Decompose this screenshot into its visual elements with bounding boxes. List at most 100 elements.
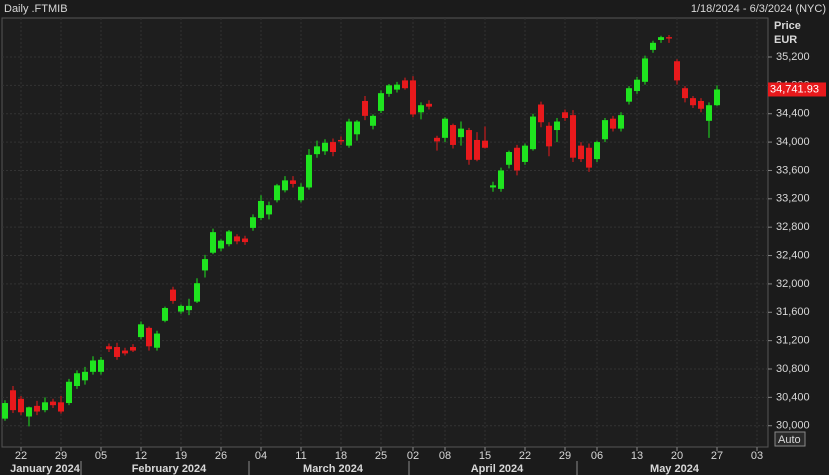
y-tick-label: 32,400 xyxy=(776,249,810,261)
month-label: January 2024 xyxy=(10,463,81,475)
x-tick-label: 22 xyxy=(15,450,27,462)
candle-body xyxy=(418,105,424,113)
candle-body xyxy=(698,100,704,109)
candle-body xyxy=(594,142,600,160)
candle-body xyxy=(138,324,144,338)
candle-body xyxy=(434,137,440,142)
candle-body xyxy=(458,128,464,138)
y-tick-label: 35,200 xyxy=(776,51,810,63)
candle-body xyxy=(602,120,608,140)
x-tick-label: 27 xyxy=(711,450,723,462)
candle-body xyxy=(178,305,184,312)
candle-body xyxy=(562,112,568,118)
candle-body xyxy=(690,98,696,106)
candle-body xyxy=(242,238,248,243)
x-tick-label: 12 xyxy=(135,450,147,462)
candle-body xyxy=(490,185,496,188)
candle-body xyxy=(410,80,416,115)
candle-body xyxy=(506,152,512,165)
x-tick-label: 22 xyxy=(519,450,531,462)
x-tick-label: 29 xyxy=(559,450,571,462)
x-tick-label: 03 xyxy=(751,450,763,462)
candle-body xyxy=(354,121,360,135)
y-tick-label: 32,000 xyxy=(776,278,810,290)
candle-body xyxy=(282,180,288,191)
candle-body xyxy=(210,232,216,253)
candle-body xyxy=(258,200,264,218)
candle-body xyxy=(218,240,224,249)
x-tick-label: 05 xyxy=(95,450,107,462)
candle-body xyxy=(546,125,552,147)
candle-body xyxy=(234,236,240,242)
candle-body xyxy=(274,185,280,201)
candle-body xyxy=(554,121,560,131)
chart-title: Daily .FTMIB xyxy=(4,3,68,15)
candle-body xyxy=(682,88,688,99)
auto-button[interactable] xyxy=(774,431,806,447)
candle-body xyxy=(530,116,536,150)
auto-button-label[interactable]: Auto xyxy=(778,434,801,446)
candle-body xyxy=(362,100,368,116)
candle-body xyxy=(154,333,160,348)
plot-area xyxy=(1,17,769,448)
x-tick-label: 15 xyxy=(479,450,491,462)
candle-body xyxy=(498,170,504,189)
candle-body xyxy=(114,347,120,357)
x-tick-label: 25 xyxy=(375,450,387,462)
candle-body xyxy=(674,61,680,81)
y-axis-label: Price xyxy=(774,20,801,32)
y-tick-label: 33,600 xyxy=(776,164,810,176)
candle-body xyxy=(570,115,576,158)
candle-body xyxy=(538,104,544,123)
candle-body xyxy=(482,140,488,148)
candle-body xyxy=(626,88,632,102)
y-tick-label: 31,600 xyxy=(776,306,810,318)
candle-body xyxy=(330,142,336,153)
candle-body xyxy=(82,371,88,381)
candle-body xyxy=(130,347,136,351)
x-tick-label: 02 xyxy=(407,450,419,462)
candle-body xyxy=(514,147,520,171)
candle-body xyxy=(706,105,712,121)
x-tick-label: 13 xyxy=(631,450,643,462)
candle-body xyxy=(522,145,528,162)
y-tick-label: 30,800 xyxy=(776,363,810,375)
x-tick-label: 20 xyxy=(671,450,683,462)
candle-body xyxy=(426,103,432,107)
candle-body xyxy=(386,85,392,94)
y-tick-label: 33,200 xyxy=(776,193,810,205)
y-tick-label: 30,400 xyxy=(776,391,810,403)
y-tick-label: 30,000 xyxy=(776,420,810,432)
candle-body xyxy=(378,93,384,111)
month-label: May 2024 xyxy=(650,463,700,475)
candle-body xyxy=(266,205,272,215)
last-price-label: 34,741.93 xyxy=(770,83,819,95)
candle-body xyxy=(58,402,64,412)
date-range: 1/18/2024 - 6/3/2024 (NYC) xyxy=(691,3,826,15)
candle-body xyxy=(10,390,16,411)
candle-body xyxy=(250,217,256,228)
candle-body xyxy=(202,259,208,271)
x-tick-label: 18 xyxy=(335,450,347,462)
candle-body xyxy=(226,231,232,245)
candle-body xyxy=(578,145,584,160)
candle-body xyxy=(322,142,328,152)
candle-body xyxy=(18,398,24,413)
candle-body xyxy=(50,401,56,406)
y-axis-unit: EUR xyxy=(774,34,797,46)
last-price-box xyxy=(768,82,826,97)
y-tick-label: 34,000 xyxy=(776,136,810,148)
month-label: April 2024 xyxy=(471,463,524,475)
month-label: March 2024 xyxy=(303,463,364,475)
x-tick-label: 08 xyxy=(439,450,451,462)
candle-body xyxy=(714,89,720,106)
candle-body xyxy=(442,118,448,138)
candle-body xyxy=(170,289,176,301)
candle-body xyxy=(658,37,664,40)
x-tick-label: 19 xyxy=(175,450,187,462)
candle-body xyxy=(2,403,8,419)
x-tick-label: 04 xyxy=(255,450,267,462)
candle-body xyxy=(146,327,152,347)
candle-body xyxy=(666,37,672,39)
